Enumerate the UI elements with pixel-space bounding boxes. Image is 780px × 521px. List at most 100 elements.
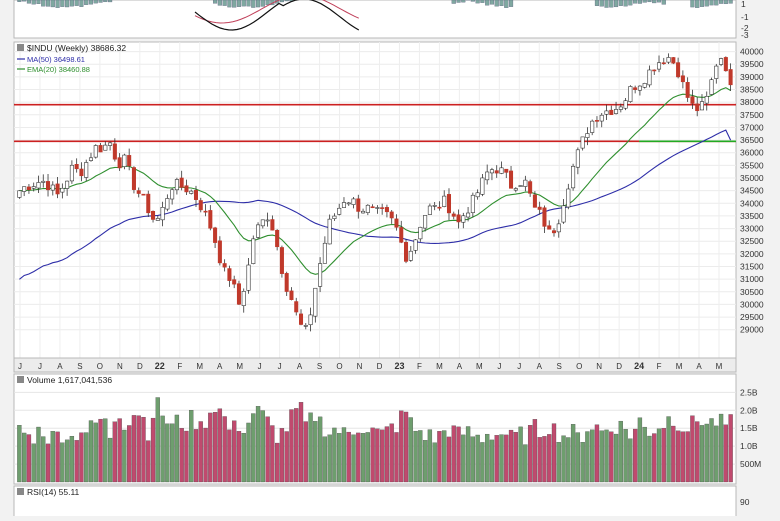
x-tick-label: 24 bbox=[634, 361, 644, 371]
candle-down bbox=[232, 280, 235, 284]
volume-legend-text: Volume 1,617,041,536 bbox=[27, 375, 112, 385]
x-tick-label: J bbox=[517, 362, 521, 371]
candle-down bbox=[729, 69, 732, 84]
price-y-tick-label: 35000 bbox=[740, 173, 764, 183]
candle-down bbox=[80, 169, 83, 176]
candle-up bbox=[638, 86, 641, 90]
volume-bar bbox=[99, 419, 103, 482]
x-tick-label: A bbox=[217, 362, 223, 371]
candle-up bbox=[514, 189, 517, 191]
x-tick-label: A bbox=[696, 362, 702, 371]
volume-bar bbox=[299, 402, 303, 482]
volume-bar bbox=[466, 426, 470, 482]
histogram-bar bbox=[261, 0, 265, 6]
histogram-bar bbox=[500, 0, 504, 6]
candle-up bbox=[337, 208, 340, 214]
candle-down bbox=[505, 169, 508, 172]
price-legend-ma50: MA(50) 36498.61 bbox=[27, 55, 85, 64]
volume-bar bbox=[194, 429, 198, 482]
volume-bar bbox=[332, 428, 336, 482]
candle-up bbox=[719, 59, 722, 65]
volume-bar bbox=[151, 418, 155, 482]
candle-up bbox=[170, 190, 173, 199]
candle-up bbox=[323, 243, 326, 263]
volume-bar bbox=[504, 435, 508, 482]
candle-down bbox=[533, 195, 536, 208]
candle-up bbox=[571, 166, 574, 188]
volume-bar bbox=[538, 437, 542, 482]
candle-down bbox=[653, 70, 656, 71]
volume-bar bbox=[65, 440, 69, 482]
volume-y-tick-label: 500M bbox=[740, 459, 761, 469]
volume-bar bbox=[700, 425, 704, 482]
candle-up bbox=[190, 191, 193, 193]
volume-bar bbox=[17, 425, 21, 482]
histogram-bar bbox=[705, 0, 709, 6]
candle-down bbox=[194, 190, 197, 199]
volume-legend: Volume 1,617,041,536 bbox=[17, 375, 112, 385]
candle-up bbox=[471, 195, 474, 212]
candle-up bbox=[104, 145, 107, 150]
histogram-bar bbox=[476, 0, 480, 3]
candle-down bbox=[209, 210, 212, 228]
x-tick-label: S bbox=[557, 362, 562, 371]
volume-bar bbox=[304, 422, 308, 482]
histogram-bar bbox=[710, 0, 714, 5]
candle-up bbox=[466, 213, 469, 217]
histogram-bar bbox=[609, 0, 613, 7]
volume-bar bbox=[519, 427, 523, 482]
volume-bar bbox=[423, 440, 427, 482]
price-y-tick-label: 35500 bbox=[740, 160, 764, 170]
candle-up bbox=[490, 170, 493, 173]
x-tick-label: J bbox=[38, 362, 42, 371]
x-tick-label: N bbox=[357, 362, 363, 371]
volume-bar bbox=[461, 435, 465, 482]
x-tick-label: S bbox=[317, 362, 322, 371]
candle-up bbox=[175, 179, 178, 189]
volume-bar bbox=[89, 421, 93, 482]
volume-bar bbox=[356, 433, 360, 482]
volume-bar bbox=[36, 427, 40, 482]
candle-down bbox=[686, 82, 689, 97]
volume-bar bbox=[328, 435, 332, 482]
volume-bar bbox=[27, 435, 31, 482]
candle-up bbox=[256, 225, 259, 238]
candle-down bbox=[218, 241, 221, 263]
volume-bar bbox=[404, 412, 408, 482]
candle-up bbox=[442, 196, 445, 207]
candle-down bbox=[142, 194, 145, 195]
volume-bar bbox=[490, 440, 494, 482]
volume-bar bbox=[686, 432, 690, 482]
candle-up bbox=[366, 205, 369, 212]
candle-down bbox=[132, 168, 135, 190]
volume-bar bbox=[566, 438, 570, 482]
volume-bar bbox=[122, 430, 126, 482]
x-tick-label: J bbox=[278, 362, 282, 371]
volume-bar bbox=[385, 427, 389, 482]
histogram-bar bbox=[80, 0, 84, 7]
price-y-tick-label: 29500 bbox=[740, 312, 764, 322]
volume-bar bbox=[323, 437, 327, 482]
candle-up bbox=[314, 288, 317, 316]
price-y-tick-label: 38500 bbox=[740, 85, 764, 95]
candle-down bbox=[213, 228, 216, 243]
volume-bar bbox=[337, 433, 341, 482]
histogram-bar bbox=[624, 0, 628, 6]
volume-bar bbox=[247, 423, 251, 482]
candle-down bbox=[380, 208, 383, 209]
volume-bar bbox=[394, 432, 398, 482]
volume-bar bbox=[657, 429, 661, 482]
candle-down bbox=[185, 186, 188, 192]
x-tick-label: M bbox=[676, 362, 683, 371]
histogram-bar bbox=[452, 0, 456, 4]
x-tick-label: M bbox=[436, 362, 443, 371]
volume-bar bbox=[399, 411, 403, 482]
candle-up bbox=[166, 198, 169, 209]
histogram-bar bbox=[614, 0, 618, 7]
volume-bar bbox=[32, 444, 36, 482]
price-legend-ema20: EMA(20) 38460.88 bbox=[27, 65, 90, 74]
histogram-bar bbox=[471, 0, 475, 1]
histogram-bar bbox=[633, 0, 637, 3]
volume-bar bbox=[275, 443, 279, 482]
x-tick-label: A bbox=[537, 362, 543, 371]
